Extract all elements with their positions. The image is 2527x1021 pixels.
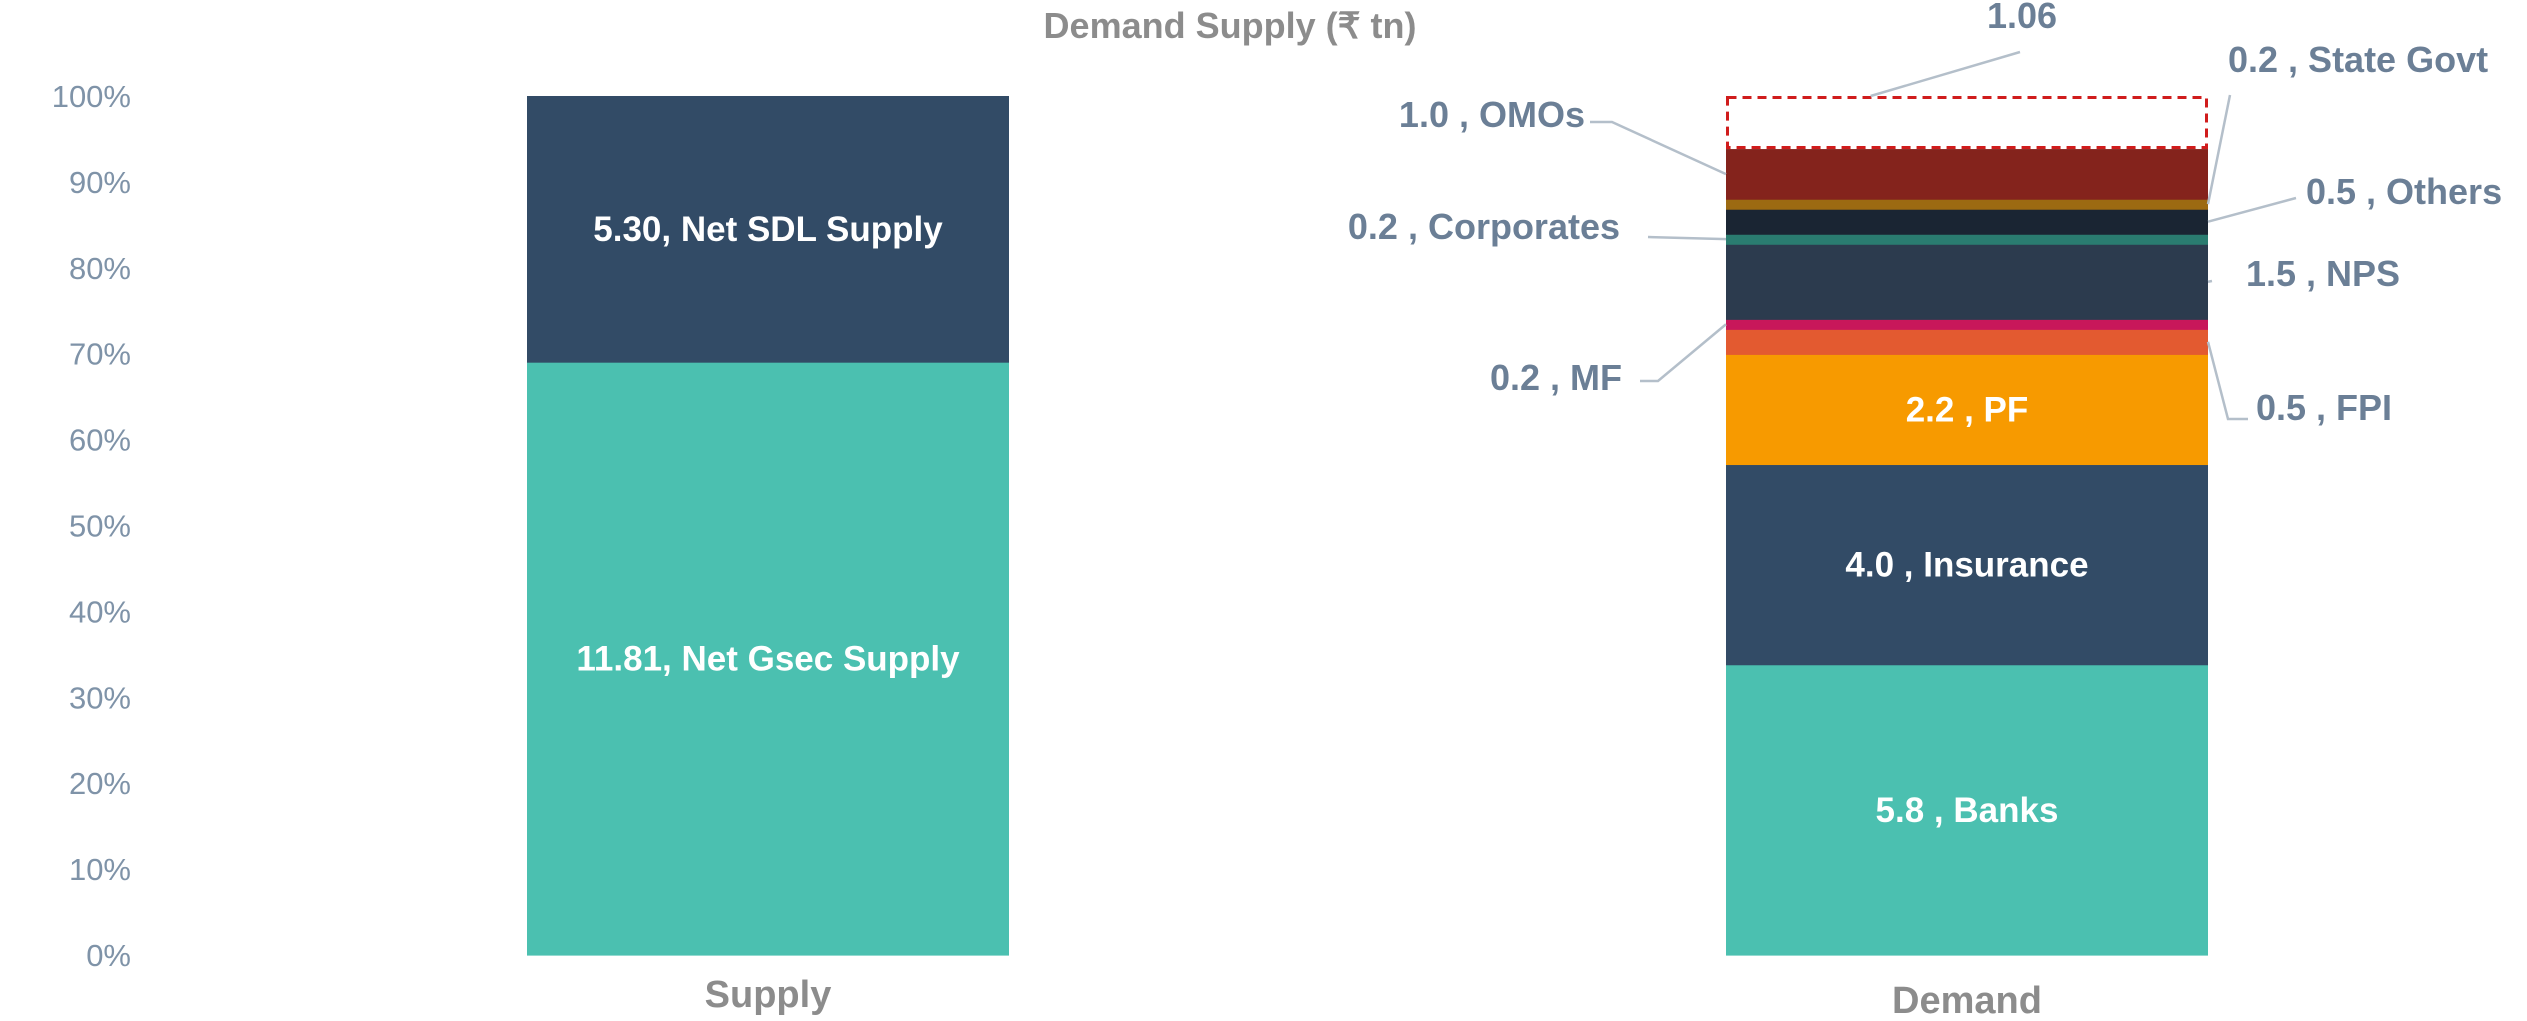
leader-line-demand-0-5-others: [2207, 196, 2297, 223]
leader-line-demand-0-2-mf: [1640, 323, 1727, 383]
y-tick-20: 20%: [69, 766, 131, 801]
category-label-supply: Supply: [705, 974, 832, 1016]
y-tick-30: 30%: [69, 680, 131, 715]
bar-segment-demand-0-2-state-govt: [1726, 199, 2208, 210]
y-tick-100: 100%: [52, 79, 131, 114]
leader-line-demand-1-5-nps: [2207, 279, 2213, 283]
bar-segment-demand-2-2-pf: [1726, 354, 2208, 466]
chart-title: Demand Supply (₹ tn): [1044, 5, 1417, 46]
y-tick-0: 0%: [86, 938, 131, 973]
data-label-demand-1-5-nps: 1.5 , NPS: [2246, 253, 2400, 294]
data-label-demand-0-5-fpi: 0.5 , FPI: [2256, 387, 2392, 428]
bar-segment-demand-0-2-mf: [1726, 319, 2208, 330]
leader-line-demand-0-2-corporates: [1647, 235, 1727, 241]
bar-segment-demand-0-5-others: [1726, 209, 2208, 235]
data-label-demand-0-5-others: 0.5 , Others: [2306, 171, 2502, 212]
data-label-supply-11-81-net-gsec-supply: 11.81, Net Gsec Supply: [576, 640, 960, 679]
data-label-demand-0-2-corporates: 0.2 , Corporates: [1348, 206, 1620, 247]
y-tick-80: 80%: [69, 251, 131, 286]
data-label-supply-5-30-net-sdl-supply: 5.30, Net SDL Supply: [593, 210, 943, 249]
bar-segment-demand-0-5-fpi: [1726, 329, 2208, 355]
leader-line-demand-0-2-state-govt: [2206, 94, 2232, 205]
y-tick-90: 90%: [69, 165, 131, 200]
y-tick-10: 10%: [69, 852, 131, 887]
y-tick-70: 70%: [69, 337, 131, 372]
y-tick-50: 50%: [69, 509, 131, 544]
y-axis: 0% 10% 20% 30% 40% 50% 60% 70% 80% 90% 100%: [52, 79, 131, 973]
leader-line-demand-1-0-omos: [1590, 120, 1727, 176]
data-label-demand-2-2-pf: 2.2 , PF: [1906, 390, 2029, 429]
bar-segment-demand-1-06: [1726, 96, 2208, 150]
data-label-demand-1-06: 1.06: [1987, 0, 2057, 36]
y-tick-60: 60%: [69, 423, 131, 458]
y-tick-40: 40%: [69, 594, 131, 629]
data-label-demand-5-8-banks: 5.8 , Banks: [1876, 791, 2059, 830]
bars: [527, 96, 2208, 956]
label-leader-lines: [1590, 50, 2297, 421]
data-label-demand-1-0-omos: 1.0 , OMOs: [1399, 94, 1585, 135]
category-axis: Supply Demand: [705, 974, 2042, 1021]
bar-segment-demand-4-0-insurance: [1726, 464, 2208, 666]
bar-segment-demand-5-8-banks: [1726, 664, 2208, 956]
data-label-demand-0-2-mf: 0.2 , MF: [1490, 357, 1622, 398]
data-label-demand-4-0-insurance: 4.0 , Insurance: [1845, 546, 2088, 585]
leader-line-demand-1-06: [1870, 50, 2021, 98]
data-label-demand-0-2-state-govt: 0.2 , State Govt: [2228, 39, 2488, 80]
bar-segment-supply-11-81-net-gsec-supply: [527, 362, 1009, 956]
leader-line-demand-0-5-fpi: [2206, 341, 2248, 421]
bar-segment-demand-1-5-nps: [1726, 244, 2208, 320]
bar-segment-supply-5-30-net-sdl-supply: [527, 96, 1009, 363]
bar-segment-demand-1-0-omos: [1726, 149, 2208, 200]
data-labels: 11.81, Net Gsec Supply 5.30, Net SDL Supp…: [576, 0, 2502, 830]
category-label-demand: Demand: [1892, 980, 2042, 1021]
bar-segment-demand-0-2-corporates: [1726, 234, 2208, 245]
